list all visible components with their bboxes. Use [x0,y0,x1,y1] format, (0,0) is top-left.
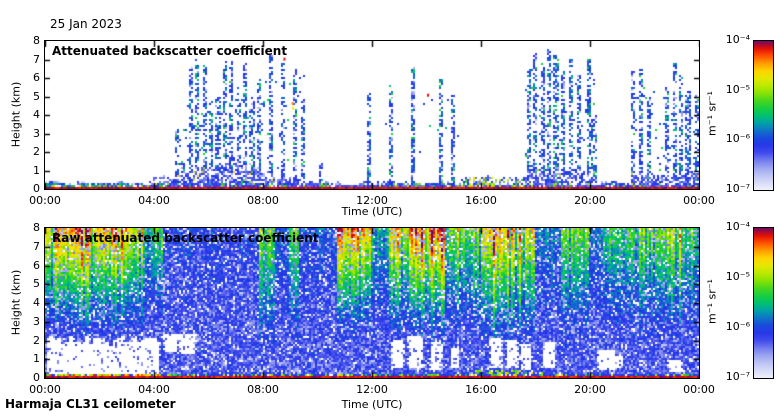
y-tick-label: 2 [33,145,40,158]
y-tick-label: 8 [33,221,40,234]
y-tick-label: 0 [33,371,40,384]
colorbar-tick-label: 10⁻⁶ [725,132,750,146]
x-tick-label: 20:00 [574,383,606,396]
x-axis-label-bottom: Time (UTC) [341,398,403,411]
panel-title-raw: Raw attenuated backscatter coefficient [52,231,319,245]
colorbar-tick-label: 10⁻⁵ [725,270,750,283]
y-tick-label: 5 [33,277,40,291]
raw-backscatter-heatmap [44,227,700,379]
y-tick-label: 1 [33,352,40,366]
x-tick-label: 16:00 [465,383,497,396]
x-tick-label: 04:00 [138,194,170,207]
date-label: 25 Jan 2023 [50,17,122,31]
y-tick-label: 7 [33,52,40,66]
x-tick-label: 04:00 [138,383,170,396]
y-tick-label: 7 [33,239,40,253]
y-tick-label: 4 [33,108,40,121]
y-axis-label-bottom: Height (km) [9,269,23,336]
x-tick-label: 12:00 [356,383,388,396]
attenuated-backscatter-heatmap [44,40,700,190]
colorbar-top [753,40,774,191]
colorbar-tick-label: 10⁻⁷ [725,370,750,383]
y-tick-label: 6 [33,71,40,84]
y-tick-label: 8 [33,34,40,47]
colorbar-tick-label: 10⁻⁴ [725,220,750,233]
x-tick-label: 08:00 [247,194,279,207]
x-tick-label: 00:00 [683,383,715,396]
colorbar-tick-label: 10⁻⁵ [725,82,750,96]
y-tick-label: 2 [33,333,40,347]
colorbar-tick-label: 10⁻⁴ [725,33,750,46]
x-tick-label: 20:00 [574,194,606,207]
x-tick-label: 16:00 [465,194,497,207]
colorbar-tick-label: 10⁻⁶ [725,320,750,333]
x-tick-label: 08:00 [247,383,279,396]
colorbar-bottom [753,227,774,379]
x-tick-label: 00:00 [29,383,61,396]
y-tick-label: 1 [33,163,40,177]
y-tick-label: 0 [33,182,40,195]
y-tick-label: 5 [33,89,40,103]
y-tick-label: 4 [33,296,40,309]
y-tick-label: 6 [33,258,40,272]
x-tick-label: 12:00 [356,194,388,207]
y-tick-label: 3 [33,126,40,140]
y-tick-label: 3 [33,314,40,328]
x-axis-label-top: Time (UTC) [341,205,403,218]
y-axis-label-top: Height (km) [9,81,23,148]
instrument-label: Harmaja CL31 ceilometer [5,397,176,411]
colorbar-tick-label: 10⁻⁷ [725,182,750,195]
x-tick-label: 00:00 [683,194,715,207]
x-tick-label: 00:00 [29,194,61,207]
panel-title-attenuated: Attenuated backscatter coefficient [52,44,288,58]
